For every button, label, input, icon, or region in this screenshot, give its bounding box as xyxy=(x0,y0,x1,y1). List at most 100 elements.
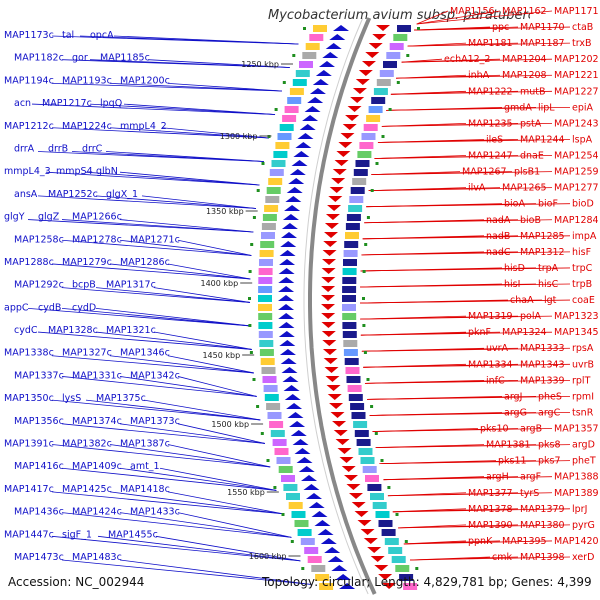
forward-strand-gene-arrow xyxy=(321,268,336,274)
reverse-strand-gene-arrow xyxy=(280,241,297,247)
reverse-label-leader xyxy=(109,355,254,374)
feature-block xyxy=(281,475,295,482)
forward-strand-gene-arrow xyxy=(322,340,337,346)
feature-block xyxy=(258,286,273,293)
reverse-gene-label: MAP1373c xyxy=(130,416,180,427)
reverse-gene-label: MAP1436c xyxy=(14,507,64,518)
forward-strand-gene-arrow xyxy=(346,484,361,490)
reverse-gene-label: drrA xyxy=(14,143,35,154)
feature-block xyxy=(356,439,371,446)
reverse-gene-label: sigF_1 xyxy=(62,529,92,540)
reverse-label-leader xyxy=(159,467,277,491)
forward-gene-label: MAP1381 xyxy=(486,440,531,451)
forward-gene-label: lgt xyxy=(544,295,557,306)
forward-label-leader xyxy=(363,363,467,368)
forward-label-leader xyxy=(410,556,491,561)
gc-marker xyxy=(248,324,252,327)
reverse-label-leader xyxy=(89,59,290,68)
forward-strand-gene-arrow xyxy=(330,412,345,418)
reverse-strand-gene-arrow xyxy=(299,124,316,130)
forward-gene-label: inhA xyxy=(468,70,490,81)
topology-summary: Topology: circular; Length: 4,829,781 bp… xyxy=(262,575,592,589)
reverse-label-leader xyxy=(51,535,301,562)
feature-block xyxy=(269,421,284,428)
reverse-label-leader xyxy=(105,151,264,162)
feature-block xyxy=(350,403,365,410)
forward-strand-gene-arrow xyxy=(340,133,355,139)
forward-gene-label: hisD xyxy=(504,263,525,274)
feature-block xyxy=(267,412,282,419)
gc-marker xyxy=(248,270,252,273)
gc-marker xyxy=(281,513,285,516)
reverse-strand-gene-arrow xyxy=(298,466,315,472)
feature-block xyxy=(307,556,322,563)
gc-marker xyxy=(381,135,385,138)
reverse-label-leader xyxy=(141,195,257,209)
forward-gene-label: argC xyxy=(538,407,561,418)
reverse-strand-gene-arrow xyxy=(293,151,310,157)
forward-gene-label: MAP1162 xyxy=(502,6,547,17)
reverse-strand-gene-arrow xyxy=(327,556,344,562)
forward-gene-label: uvrA xyxy=(486,343,509,354)
forward-strand-gene-arrow xyxy=(324,367,339,373)
reverse-strand-gene-arrow xyxy=(290,430,307,436)
forward-gene-label: MAP1170 xyxy=(520,22,565,33)
feature-block xyxy=(294,520,309,527)
reverse-strand-gene-arrow xyxy=(325,43,342,49)
reverse-strand-gene-arrow xyxy=(302,115,319,121)
forward-gene-label: chaA xyxy=(510,295,534,306)
forward-label-leader xyxy=(360,283,503,288)
gc-marker xyxy=(292,54,296,57)
reverse-strand-gene-arrow xyxy=(292,439,309,445)
feature-block xyxy=(370,493,384,500)
forward-label-leader xyxy=(401,58,443,63)
feature-block xyxy=(277,133,292,140)
forward-gene-label: MAP1187 xyxy=(520,38,565,49)
forward-gene-label: MAP1243 xyxy=(554,118,599,129)
scale-tick-label: 1600 kbp xyxy=(249,552,287,561)
forward-gene-label: ilvA xyxy=(468,183,486,194)
reverse-strand-gene-arrow xyxy=(288,178,305,184)
forward-gene-label: trpC xyxy=(572,263,593,274)
reverse-gene-label: MAP1374c xyxy=(72,416,122,427)
feature-block xyxy=(360,457,375,464)
reverse-gene-label: mmpL4_3 xyxy=(4,166,51,177)
forward-label-leader xyxy=(416,10,553,25)
feature-block xyxy=(302,52,317,59)
forward-label-leader xyxy=(366,203,503,208)
reverse-gene-label: MAP1346c xyxy=(120,348,170,359)
feature-block xyxy=(295,70,310,77)
forward-strand-gene-arrow xyxy=(378,574,393,580)
forward-gene-label: MAP1390 xyxy=(468,520,513,531)
feature-block xyxy=(383,61,397,68)
reverse-label-leader xyxy=(167,82,282,92)
reverse-gene-label: MAP1279c xyxy=(62,257,112,268)
forward-gene-label: argJ xyxy=(504,391,522,402)
forward-strand-gene-arrow xyxy=(322,259,337,265)
feature-block xyxy=(342,331,357,338)
gc-marker xyxy=(249,351,253,354)
reverse-gene-label: MAP1387c xyxy=(120,439,170,450)
feature-block xyxy=(288,502,303,509)
forward-strand-gene-arrow xyxy=(354,511,369,517)
forward-label-leader xyxy=(359,299,509,304)
reverse-gene-label: MAP1321c xyxy=(106,325,156,336)
reverse-label-leader xyxy=(51,355,254,374)
gc-marker xyxy=(303,27,306,30)
reverse-label-leader xyxy=(155,535,301,562)
reverse-gene-label: lpqQ xyxy=(100,98,122,109)
forward-gene-label: rpsA xyxy=(572,343,594,354)
gc-marker xyxy=(366,216,370,219)
reverse-strand-gene-arrow xyxy=(296,457,313,463)
forward-gene-label: tyrS xyxy=(520,488,539,499)
forward-gene-label: lipL xyxy=(538,102,555,113)
reverse-strand-gene-arrow xyxy=(295,142,312,148)
forward-strand-gene-arrow xyxy=(332,421,347,427)
feature-block xyxy=(282,115,297,122)
forward-strand-gene-arrow xyxy=(324,232,339,238)
reverse-gene-label: MAP1193c xyxy=(62,75,112,86)
forward-gene-label: MAP1235 xyxy=(468,118,513,129)
reverse-strand-gene-arrow xyxy=(283,385,300,391)
reverse-strand-gene-arrow xyxy=(278,268,295,274)
